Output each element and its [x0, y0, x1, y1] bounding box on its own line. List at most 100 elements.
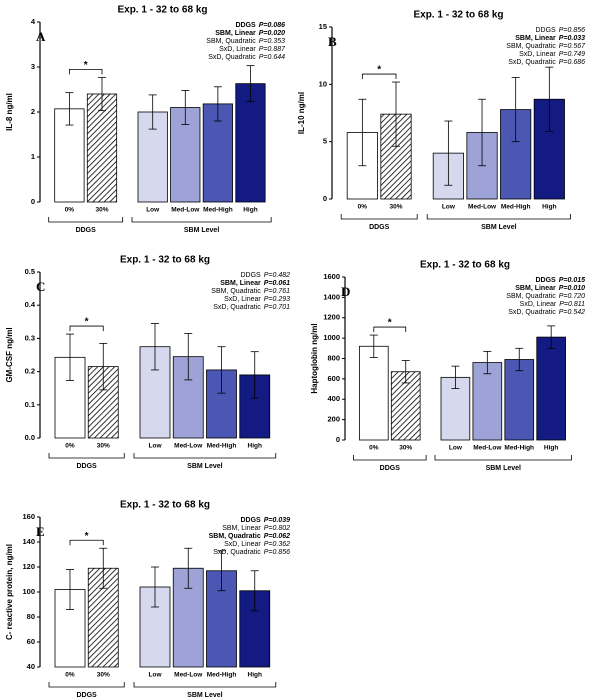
y-tick-label: 40	[27, 662, 35, 671]
x-tick-label: High	[542, 204, 556, 211]
significance-bracket	[373, 326, 407, 333]
group-bracket	[353, 455, 427, 461]
stat-p: P=0.293	[264, 296, 290, 303]
stat-label: SxD, Quadratic	[213, 549, 261, 556]
y-axis-label: IL-8 ng/ml	[5, 93, 14, 131]
stat-line: DDGS P=0.086	[235, 22, 285, 29]
chart-title: Exp. 1 - 32 to 68 kg	[413, 10, 503, 21]
stat-label: DDGS	[240, 272, 261, 279]
stat-line: SxD, Quadratic P=0.686	[508, 59, 585, 66]
stat-line: SxD, Linear P=0.811	[520, 301, 585, 308]
x-tick-label: 0%	[65, 207, 75, 214]
x-tick-label: 30%	[97, 443, 110, 450]
stat-label: SBM, Quadratic	[209, 533, 261, 540]
y-tick-label: 15	[319, 22, 327, 31]
chart-title: Exp. 1 - 32 to 68 kg	[120, 255, 210, 266]
group-label: DDGS	[380, 465, 401, 472]
stat-label: SBM, Linear	[515, 285, 556, 292]
x-tick-label: 30%	[399, 445, 412, 452]
x-tick-label: Med-Low	[468, 204, 497, 211]
stat-line: SxD, Linear P=0.749	[519, 51, 585, 58]
stat-p: P=0.811	[559, 301, 585, 308]
stat-label: SxD, Quadratic	[508, 309, 556, 316]
stat-p: P=0.720	[559, 293, 585, 300]
x-tick-label: High	[248, 443, 262, 450]
stat-p: P=0.856	[559, 27, 585, 34]
stat-label: SBM, Linear	[222, 525, 261, 532]
significance-mark: *	[388, 318, 392, 329]
y-tick-label: 80	[27, 612, 35, 621]
stat-label: SxD, Quadratic	[213, 304, 261, 311]
stat-label: DDGS	[235, 22, 256, 29]
significance-mark: *	[377, 65, 381, 76]
x-tick-label: Low	[146, 207, 160, 214]
stat-p: P=0.701	[264, 304, 290, 311]
stat-p: P=0.856	[264, 549, 290, 556]
stat-p: P=0.567	[559, 43, 586, 50]
x-tick-label: 0%	[369, 445, 379, 452]
group-bracket	[48, 453, 125, 459]
group-label: DDGS	[369, 224, 390, 231]
stat-label: SBM, Quadratic	[206, 38, 256, 45]
stat-label: SxD, Quadratic	[208, 54, 256, 61]
significance-mark: *	[85, 317, 89, 328]
y-tick-label: 0.2	[25, 367, 35, 376]
stat-line: DDGS P=0.856	[535, 27, 585, 34]
stat-line: SxD, Quadratic P=0.856	[213, 549, 290, 556]
bar	[235, 83, 266, 203]
group-label: DDGS	[77, 463, 98, 470]
stat-line: SBM, Quadratic P=0.353	[206, 38, 285, 45]
group-bracket	[340, 214, 418, 220]
stat-label: SxD, Linear	[224, 296, 261, 303]
stat-p: P=0.887	[259, 46, 286, 53]
significance-bracket	[69, 539, 104, 546]
stat-label: SxD, Linear	[520, 301, 557, 308]
y-tick-label: 3	[31, 62, 35, 71]
x-tick-label: 0%	[358, 204, 368, 211]
stat-line: SBM, Quadratic P=0.720	[506, 293, 585, 300]
stat-line: SxD, Quadratic P=0.542	[508, 309, 585, 316]
stat-line: SBM, Linear P=0.061	[220, 280, 290, 287]
stat-p: P=0.020	[259, 30, 285, 37]
y-tick-label: 200	[327, 415, 340, 424]
bar	[358, 345, 389, 441]
x-tick-label: 0%	[65, 672, 75, 679]
x-tick-label: Low	[449, 445, 463, 452]
group-bracket	[133, 682, 277, 688]
y-tick-label: 1000	[323, 333, 340, 342]
group-label: DDGS	[77, 692, 98, 697]
x-tick-label: Med-Low	[174, 443, 203, 450]
x-tick-label: 0%	[65, 443, 75, 450]
stat-line: SxD, Linear P=0.887	[219, 46, 286, 53]
significance-bracket	[69, 68, 103, 75]
y-tick-label: 60	[27, 637, 35, 646]
y-axis-label: IL-10 ng/ml	[297, 92, 306, 134]
stat-label: SBM, Linear	[515, 35, 556, 42]
y-tick-label: 4	[31, 17, 36, 26]
x-tick-label: Med-Low	[174, 672, 203, 679]
group-label: SBM Level	[184, 227, 219, 234]
stat-line: DDGS P=0.482	[240, 272, 290, 279]
stat-line: SBM, Linear P=0.802	[222, 525, 290, 532]
chart-title: Exp. 1 - 32 to 68 kg	[117, 5, 207, 16]
stat-p: P=0.482	[264, 272, 290, 279]
stat-label: SBM, Linear	[215, 30, 256, 37]
y-tick-label: 1400	[323, 292, 340, 301]
y-axis-label: Haptoglobin ng/ml	[310, 323, 319, 393]
group-label: DDGS	[76, 227, 97, 234]
group-bracket	[131, 217, 272, 223]
bar	[536, 336, 566, 441]
group-label: SBM Level	[187, 692, 222, 697]
stat-p: P=0.644	[259, 54, 285, 61]
x-tick-label: Low	[149, 443, 163, 450]
y-tick-label: 0	[31, 197, 35, 206]
stat-line: SxD, Linear P=0.293	[224, 296, 290, 303]
x-tick-label: Med-High	[203, 207, 233, 214]
group-label: SBM Level	[481, 224, 516, 231]
y-tick-label: 0.1	[25, 400, 35, 409]
stat-label: SBM, Quadratic	[506, 43, 556, 50]
bar	[504, 359, 535, 441]
x-tick-label: Med-High	[504, 445, 534, 452]
significance-mark: *	[85, 531, 89, 542]
stat-line: DDGS P=0.015	[535, 277, 585, 284]
